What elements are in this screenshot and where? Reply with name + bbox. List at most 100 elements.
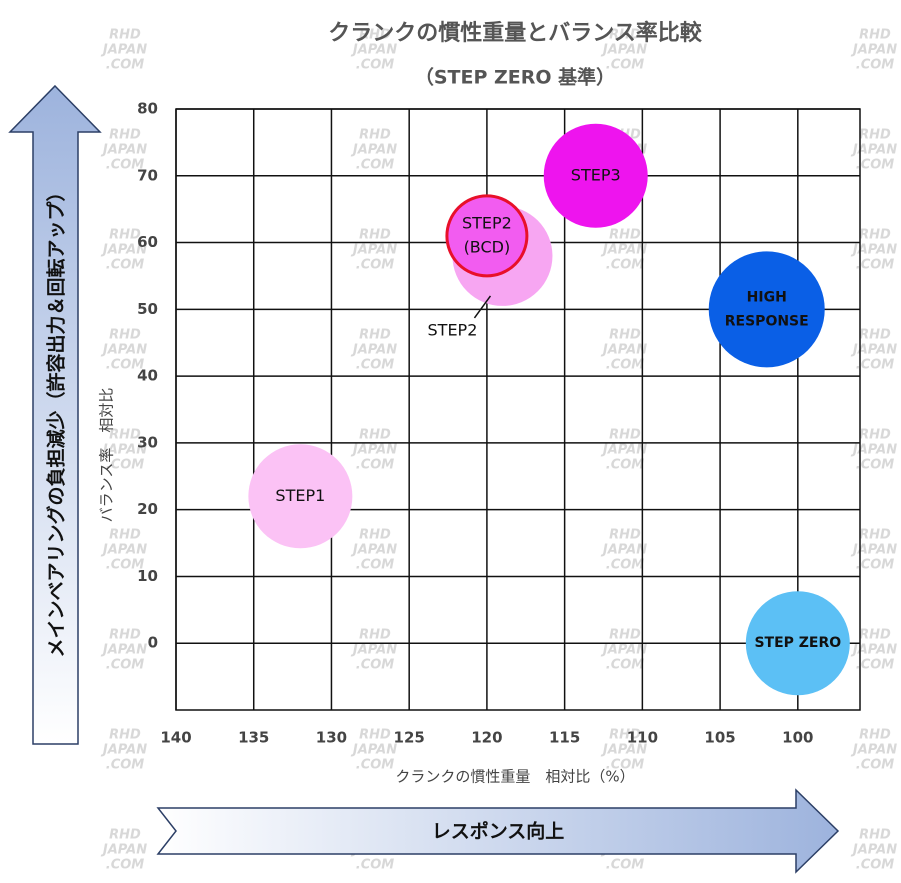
watermark: JAPAN (850, 743, 897, 758)
watermark: .COM (356, 658, 395, 673)
y-tick-label: 30 (137, 433, 158, 451)
watermark: .COM (106, 158, 145, 173)
chart-subtitle: （STEP ZERO 基準） (415, 66, 615, 89)
y-tick-label: 0 (148, 634, 158, 652)
watermark: .COM (106, 658, 145, 673)
watermark: RHD (359, 528, 391, 543)
watermark: .COM (106, 758, 145, 773)
watermark: .COM (606, 258, 645, 273)
watermark: JAPAN (850, 443, 897, 458)
watermark: JAPAN (850, 343, 897, 358)
watermark: JAPAN (100, 843, 147, 858)
watermark: JAPAN (100, 643, 147, 658)
watermark: RHD (109, 728, 141, 743)
watermark: RHD (109, 828, 141, 843)
x-tick-label: 115 (549, 729, 580, 747)
watermark: JAPAN (850, 143, 897, 158)
y-axis-label: バランス率 相対比 (98, 388, 116, 523)
watermark: JAPAN (850, 843, 897, 858)
bubble (543, 123, 648, 228)
x-tick-label: 100 (782, 729, 813, 747)
leader-line (473, 295, 492, 319)
watermark: JAPAN (600, 443, 647, 458)
watermark: RHD (859, 28, 891, 43)
watermark: .COM (856, 658, 895, 673)
watermark: .COM (856, 758, 895, 773)
bubble (248, 444, 353, 549)
x-axis-label: クランクの慣性重量 相対比（%） (395, 768, 634, 786)
watermark: JAPAN (350, 243, 397, 258)
watermark: .COM (856, 58, 895, 73)
watermark: JAPAN (350, 343, 397, 358)
x-tick-label: 135 (238, 729, 269, 747)
watermark: .COM (106, 258, 145, 273)
watermark: RHD (859, 528, 891, 543)
watermark: .COM (606, 58, 645, 73)
watermark: .COM (106, 358, 145, 373)
bubble (745, 591, 850, 696)
bubble-label: STEP1 (275, 486, 325, 505)
watermark: RHD (359, 128, 391, 143)
watermark: RHD (609, 728, 641, 743)
watermark: RHD (109, 628, 141, 643)
watermark: RHD (859, 628, 891, 643)
y-tick-label: 50 (137, 300, 158, 318)
watermark: RHD (359, 328, 391, 343)
x-tick-label: 140 (160, 729, 191, 747)
watermark: JAPAN (100, 443, 147, 458)
watermark: .COM (856, 858, 895, 873)
watermark: JAPAN (600, 643, 647, 658)
watermark: JAPAN (100, 143, 147, 158)
chart-title: クランクの慣性重量とバランス率比較 (328, 20, 703, 46)
watermark: .COM (856, 358, 895, 373)
watermark: RHD (859, 728, 891, 743)
y-tick-label: 20 (137, 500, 158, 518)
watermark: RHD (109, 228, 141, 243)
x-tick-label: 125 (394, 729, 425, 747)
bubble (708, 251, 825, 368)
watermark: JAPAN (600, 543, 647, 558)
y-tick-label: 80 (137, 100, 158, 118)
watermark: RHD (859, 428, 891, 443)
watermark: JAPAN (350, 143, 397, 158)
watermark: JAPAN (350, 543, 397, 558)
y-tick-label: 10 (137, 567, 158, 585)
watermark: .COM (606, 758, 645, 773)
watermark: RHD (359, 228, 391, 243)
watermark: JAPAN (850, 543, 897, 558)
watermark: .COM (856, 258, 895, 273)
watermark: .COM (606, 558, 645, 573)
y-tick-label: 40 (137, 367, 158, 385)
watermark: .COM (856, 558, 895, 573)
watermark: RHD (609, 628, 641, 643)
bubble-label: (BCD) (464, 237, 511, 256)
watermark: JAPAN (350, 743, 397, 758)
x-tick-label: 105 (704, 729, 735, 747)
watermark: JAPAN (100, 543, 147, 558)
watermarks: RHDJAPAN.COMRHDJAPAN.COMRHDJAPAN.COMRHDJ… (100, 28, 897, 873)
watermark: RHD (859, 228, 891, 243)
watermark: JAPAN (850, 43, 897, 58)
watermark: JAPAN (100, 343, 147, 358)
watermark: RHD (109, 328, 141, 343)
watermark: JAPAN (350, 643, 397, 658)
watermark: .COM (606, 458, 645, 473)
watermark: RHD (109, 428, 141, 443)
bottom-arrow-label: レスポンス向上 (432, 820, 565, 843)
x-tick-label: 110 (627, 729, 658, 747)
watermark: .COM (356, 358, 395, 373)
watermark: JAPAN (600, 343, 647, 358)
watermark: RHD (109, 528, 141, 543)
x-tick-label: 130 (316, 729, 347, 747)
watermark: JAPAN (600, 43, 647, 58)
x-tick-label: 120 (471, 729, 502, 747)
watermark: JAPAN (850, 643, 897, 658)
watermark: RHD (609, 528, 641, 543)
watermark: JAPAN (100, 743, 147, 758)
watermark: JAPAN (600, 743, 647, 758)
watermark: .COM (106, 458, 145, 473)
watermark: RHD (609, 228, 641, 243)
bubble-label: STEP3 (571, 165, 621, 184)
watermark: JAPAN (100, 243, 147, 258)
